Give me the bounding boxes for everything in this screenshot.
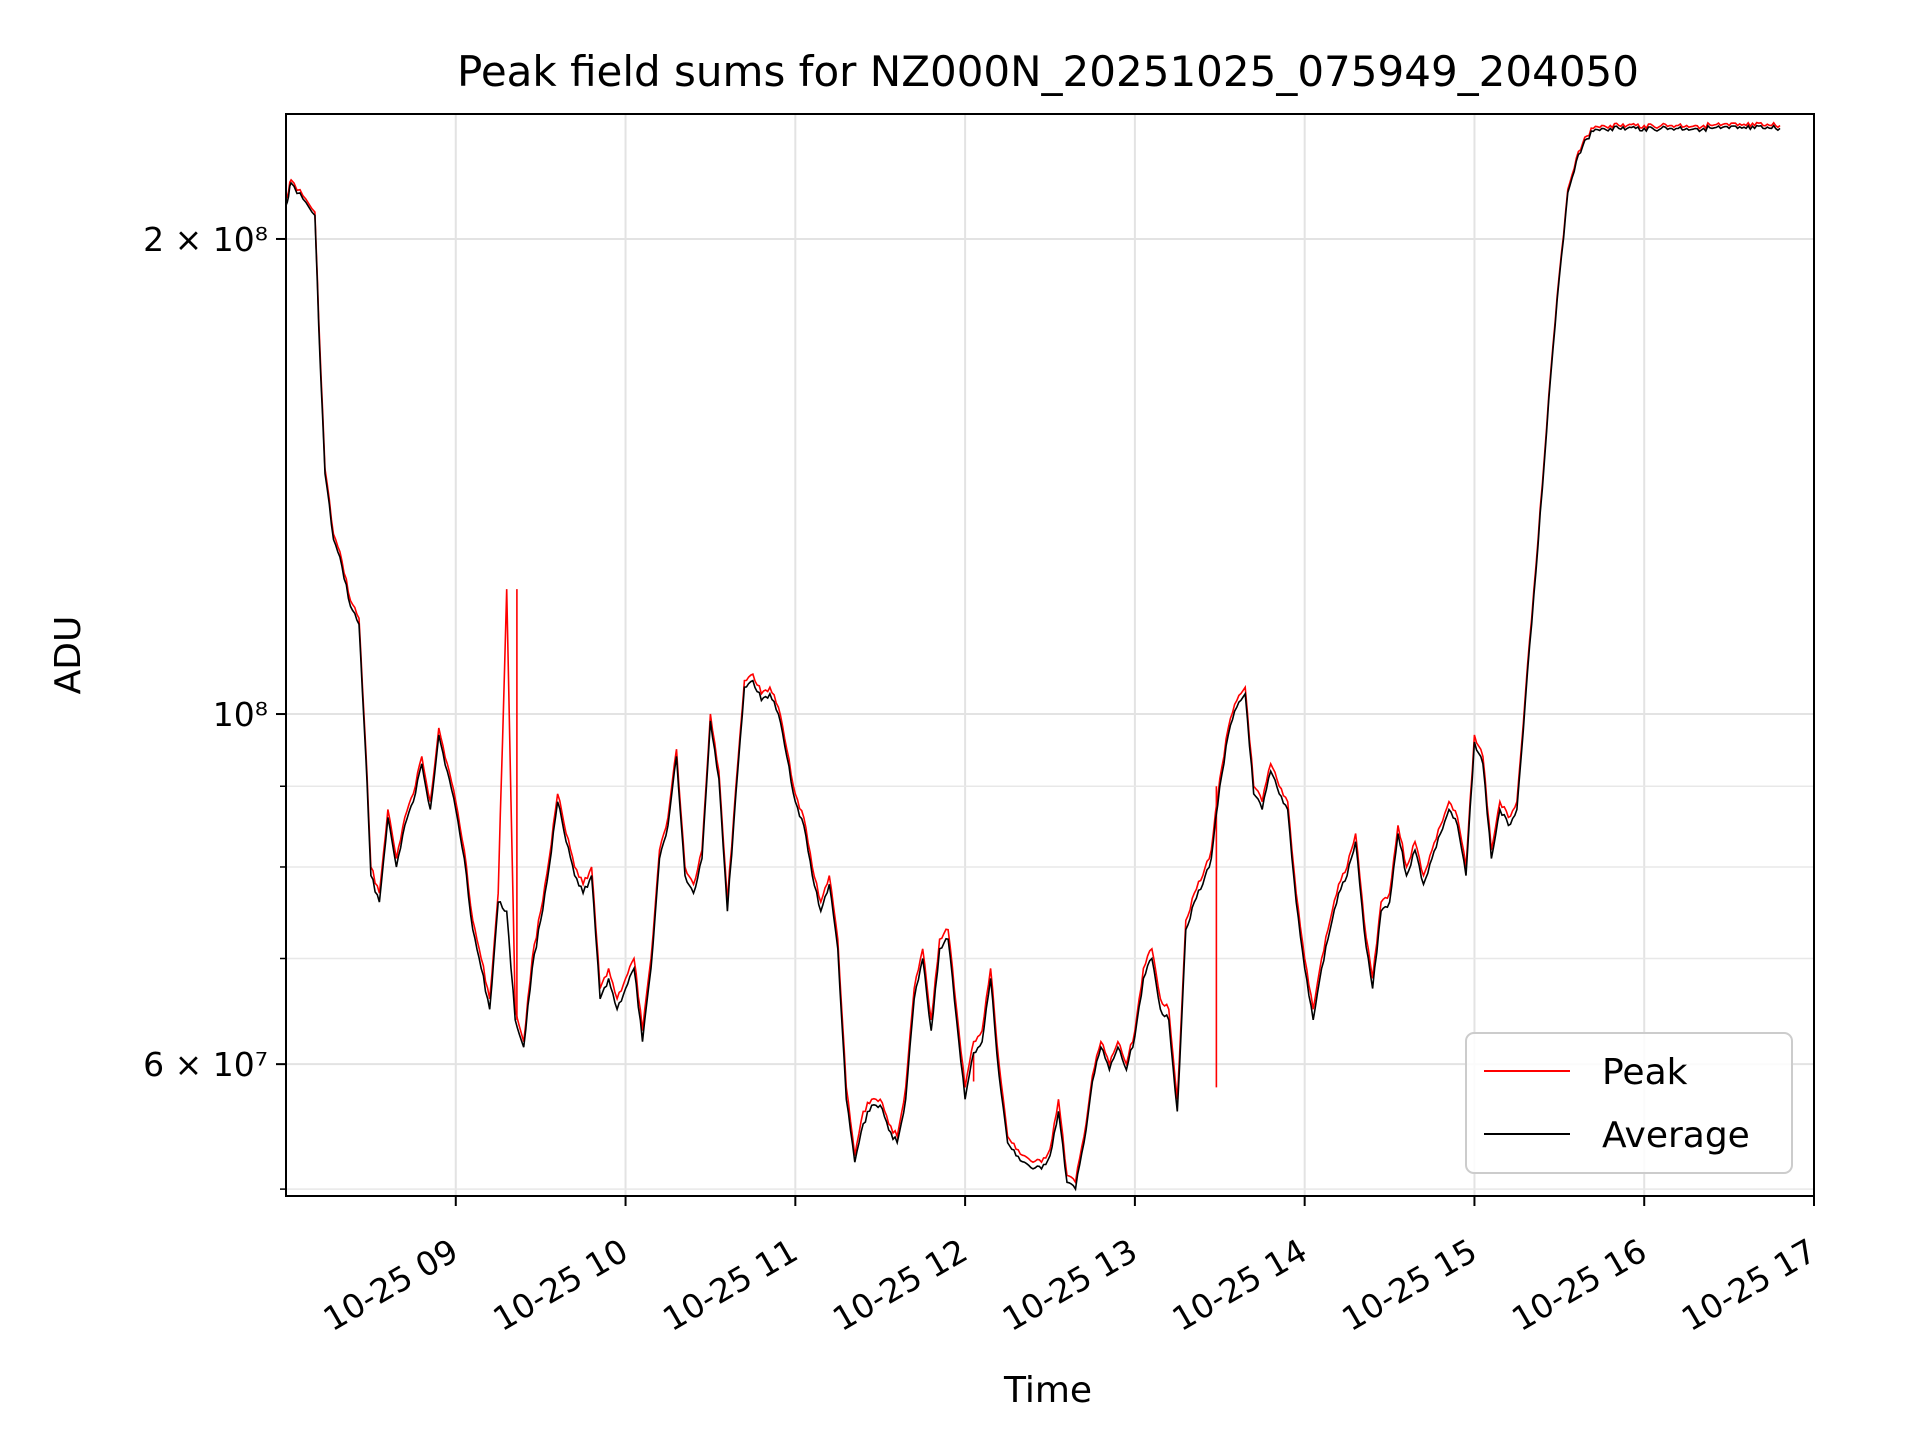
y-tick-label: 10⁸: [213, 695, 268, 734]
series-average-line: [285, 124, 1781, 1192]
y-tick-label: 6 × 10⁷: [143, 1045, 268, 1084]
y-axis-label: ADU: [48, 616, 89, 695]
x-axis-label: Time: [1003, 1370, 1092, 1411]
legend-peak-label: Peak: [1602, 1052, 1688, 1093]
legend-box: [1465, 1032, 1793, 1174]
legend: Peak Average: [1465, 1032, 1793, 1174]
plot-series: [285, 121, 1781, 1192]
axes-frame: [285, 113, 1815, 1197]
grid: [286, 114, 1815, 1196]
chart-title: Peak field sums for NZ000N_20251025_0759…: [457, 47, 1639, 96]
legend-average-label: Average: [1602, 1115, 1750, 1156]
y-axis-ticks: 6 × 10⁷ 10⁸ 2 × 10⁸: [143, 220, 286, 1084]
y-tick-label: 2 × 10⁸: [143, 220, 268, 259]
peak-spikes: [516, 589, 1218, 1088]
